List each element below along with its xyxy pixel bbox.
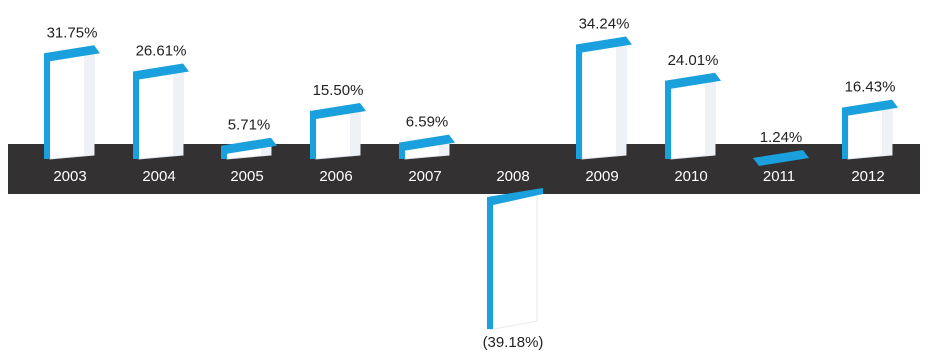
value-label: 1.24% (760, 129, 803, 146)
year-label: 2011 (763, 168, 795, 185)
bar-shade (616, 37, 626, 157)
year-label: 2012 (851, 168, 884, 185)
bar-shade (350, 103, 360, 156)
year-label: 2005 (230, 168, 263, 185)
value-label: 34.24% (579, 15, 630, 32)
value-label: 16.43% (845, 79, 896, 96)
bar-edge (665, 80, 671, 159)
year-label: 2010 (674, 168, 707, 185)
bar-top (133, 63, 189, 80)
year-label: 2007 (408, 168, 441, 185)
value-label: 5.71% (228, 117, 271, 134)
bar-edge (44, 53, 50, 159)
year-label: 2003 (53, 168, 86, 185)
bar-top (399, 134, 455, 151)
bar-shade (84, 46, 94, 156)
bar-top (487, 188, 543, 205)
bars-group (44, 36, 898, 330)
bar-edge (221, 145, 227, 159)
year-label: 2008 (496, 168, 529, 185)
bar-top (665, 72, 721, 89)
bar-shade (882, 100, 892, 156)
bar-top (221, 137, 277, 154)
bar-shade (173, 64, 183, 156)
bar-top (576, 36, 632, 53)
value-label: (39.18%) (483, 334, 544, 351)
value-label: 24.01% (668, 52, 719, 69)
bar-edge (310, 110, 316, 159)
labels-group: 31.75% 2003 26.61% 2004 5.71% 2005 15.50% 2006 6… (47, 15, 896, 351)
bar-edge (133, 71, 139, 159)
value-label: 6.59% (406, 114, 449, 131)
year-label: 2009 (585, 168, 618, 185)
bar-edge (487, 197, 493, 330)
value-label: 26.61% (136, 43, 187, 60)
bar-top (842, 99, 898, 116)
value-label: 31.75% (47, 24, 98, 41)
bar-top (753, 150, 809, 166)
bar-edge (399, 142, 405, 159)
bar-shade (705, 73, 715, 156)
bar-edge (842, 107, 848, 159)
year-label: 2006 (319, 168, 352, 185)
bar-edge (576, 44, 582, 159)
bar-top (310, 102, 366, 119)
year-label: 2004 (142, 168, 175, 185)
bar-face (492, 189, 538, 330)
bar-top (44, 45, 100, 62)
value-label: 15.50% (313, 82, 364, 99)
